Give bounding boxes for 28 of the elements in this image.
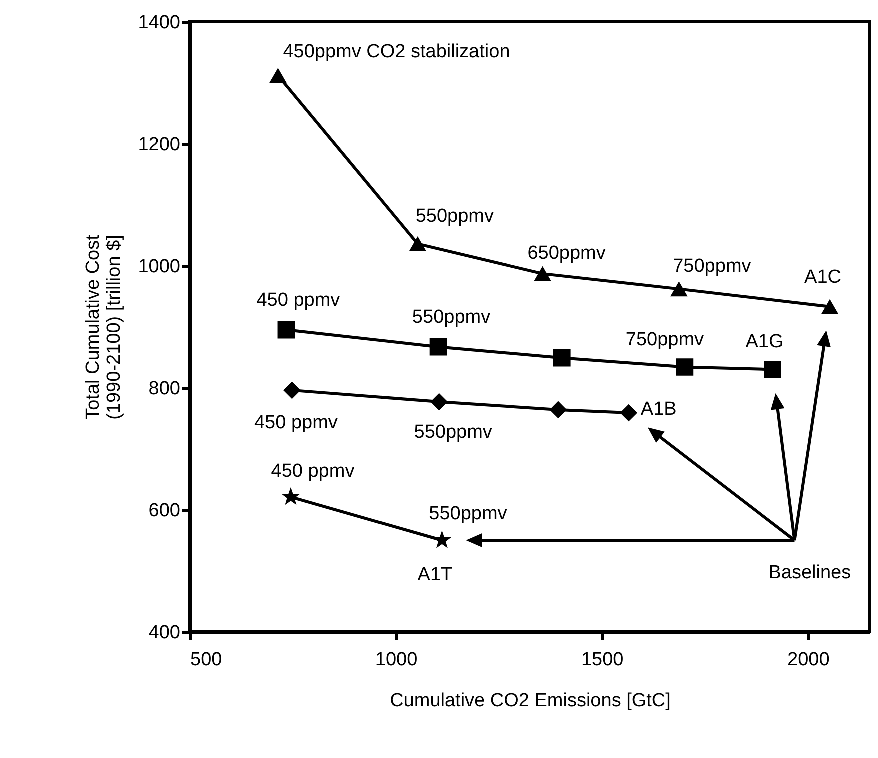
y-tick-label: 800 xyxy=(148,378,180,400)
annotation: 550ppmv xyxy=(412,307,492,328)
y-tick-label: 1400 xyxy=(138,12,180,34)
series-label: A1B xyxy=(640,399,677,420)
y-axis-title: Total Cumulative Cost (1990-2100) [trillion $] xyxy=(83,234,126,420)
series-label: A1C xyxy=(804,266,842,288)
x-tick-label: 2000 xyxy=(788,650,830,670)
annotation: 550ppmv xyxy=(416,206,494,228)
y-tick-label: 600 xyxy=(148,500,180,522)
x-axis-title: Cumulative CO2 Emissions [GtC] xyxy=(390,690,671,712)
annotation: 450ppmv CO2 stabilization xyxy=(283,42,510,63)
series-label: A1T xyxy=(418,564,454,586)
annotation: 550ppmv xyxy=(429,504,508,524)
annotation: 450 ppmv xyxy=(256,290,341,312)
annotation: 750ppmv xyxy=(626,329,705,350)
x-tick-label: 1000 xyxy=(375,650,418,670)
x-tick-label: 1500 xyxy=(581,650,624,670)
series-label: A1G xyxy=(746,332,784,353)
annotation: 450 ppmv xyxy=(271,461,356,482)
y-tick-label: 1200 xyxy=(138,134,180,156)
annotation: 450 ppmv xyxy=(254,412,338,434)
x-tick-label: 500 xyxy=(190,650,222,670)
y-tick-label: 400 xyxy=(148,622,180,644)
y-tick-label: 1000 xyxy=(138,256,180,278)
annotation: 650ppmv xyxy=(528,242,606,264)
annotation: Baselines xyxy=(768,562,852,584)
annotation: 550ppmv xyxy=(414,422,493,444)
annotation: 750ppmv xyxy=(673,256,752,278)
